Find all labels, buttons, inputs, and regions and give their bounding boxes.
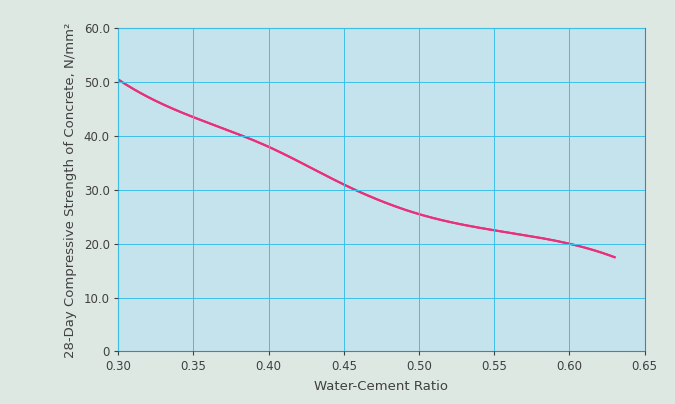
X-axis label: Water-Cement Ratio: Water-Cement Ratio (315, 380, 448, 393)
Y-axis label: 28-Day Compressive Strength of Concrete, N/mm²: 28-Day Compressive Strength of Concrete,… (64, 22, 77, 358)
